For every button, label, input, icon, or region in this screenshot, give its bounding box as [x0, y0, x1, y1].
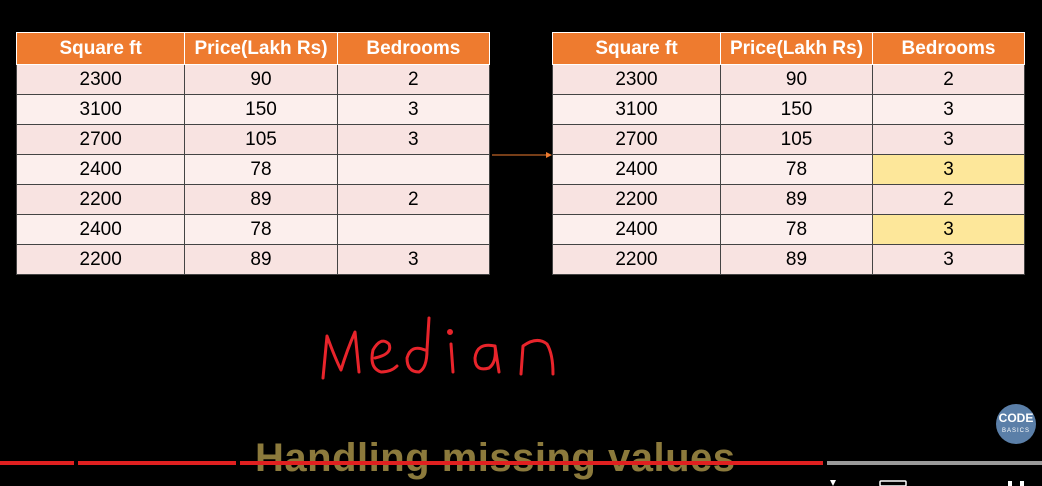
cell-bedrooms-missing [336, 214, 491, 245]
cell-square-ft: 2200 [15, 184, 186, 215]
table-row: 2300 90 2 [15, 64, 491, 95]
control-icon[interactable] [830, 480, 836, 486]
cell-square-ft: 2400 [15, 154, 186, 185]
cell-price: 78 [720, 214, 873, 245]
cell-square-ft: 3100 [15, 94, 186, 125]
table-row: 3100 150 3 [15, 94, 491, 125]
logo-text-line1: CODE [998, 411, 1034, 425]
table-row: 2700 105 3 [15, 124, 491, 155]
cell-bedrooms: 3 [872, 244, 1025, 275]
cell-bedrooms: 2 [336, 184, 491, 215]
cell-price: 150 [720, 94, 873, 125]
header-price: Price(Lakh Rs) [184, 32, 338, 65]
table-row: 2200 89 3 [15, 244, 491, 275]
cell-price: 89 [720, 184, 873, 215]
table-row: 2400 78 3 [552, 214, 1025, 245]
cell-bedrooms-missing [336, 154, 491, 185]
progress-remaining-segment [827, 461, 1042, 465]
fullscreen-icon[interactable] [1008, 481, 1012, 486]
cell-price: 78 [184, 154, 338, 185]
cell-square-ft: 2700 [15, 124, 186, 155]
cell-square-ft: 2300 [15, 64, 186, 95]
cell-price: 89 [184, 184, 338, 215]
cell-bedrooms: 3 [336, 244, 491, 275]
header-square-ft: Square ft [15, 32, 186, 65]
table-row: 2700 105 3 [552, 124, 1025, 155]
cell-price: 89 [184, 244, 338, 275]
table-header-row: Square ft Price(Lakh Rs) Bedrooms [15, 32, 491, 65]
cell-bedrooms: 2 [872, 64, 1025, 95]
cell-price: 105 [184, 124, 338, 155]
progress-played-segment [0, 461, 74, 465]
original-data-table: Square ft Price(Lakh Rs) Bedrooms 2300 9… [15, 32, 491, 275]
header-bedrooms: Bedrooms [872, 32, 1025, 65]
table-row: 2200 89 2 [552, 184, 1025, 215]
header-price: Price(Lakh Rs) [720, 32, 873, 65]
cell-square-ft: 2200 [552, 184, 721, 215]
cell-price: 90 [184, 64, 338, 95]
slide-title: Handling missing values [255, 436, 736, 480]
table-row: 2200 89 2 [15, 184, 491, 215]
table-row: 3100 150 3 [552, 94, 1025, 125]
table-row: 2400 78 [15, 214, 491, 245]
cell-price: 78 [720, 154, 873, 185]
fullscreen-icon[interactable] [1020, 481, 1024, 486]
cell-price: 78 [184, 214, 338, 245]
player-controls [830, 480, 1024, 486]
progress-played-segment [240, 461, 823, 465]
header-square-ft: Square ft [552, 32, 721, 65]
table-row: 2300 90 2 [552, 64, 1025, 95]
table-row: 2400 78 3 [552, 154, 1025, 185]
cell-bedrooms: 2 [872, 184, 1025, 215]
handwritten-median-annotation [321, 316, 555, 380]
cell-square-ft: 2400 [552, 214, 721, 245]
video-progress-bar[interactable] [0, 461, 1042, 467]
table-header-row: Square ft Price(Lakh Rs) Bedrooms [552, 32, 1025, 65]
cell-square-ft: 2700 [552, 124, 721, 155]
cell-square-ft: 2400 [15, 214, 186, 245]
cell-square-ft: 2200 [552, 244, 721, 275]
cell-bedrooms: 3 [872, 124, 1025, 155]
arrow-right-icon [492, 152, 552, 158]
logo-text-line2: BASICS [1001, 428, 1030, 434]
table-row: 2400 78 [15, 154, 491, 185]
cell-bedrooms-filled: 3 [872, 214, 1025, 245]
cell-bedrooms: 3 [872, 94, 1025, 125]
cell-square-ft: 2400 [552, 154, 721, 185]
header-bedrooms: Bedrooms [336, 32, 491, 65]
cell-square-ft: 2200 [15, 244, 186, 275]
cell-square-ft: 3100 [552, 94, 721, 125]
cell-price: 90 [720, 64, 873, 95]
filled-data-table: Square ft Price(Lakh Rs) Bedrooms 2300 9… [552, 32, 1025, 275]
cell-bedrooms-filled: 3 [872, 154, 1025, 185]
cell-price: 105 [720, 124, 873, 155]
cell-square-ft: 2300 [552, 64, 721, 95]
cell-bedrooms: 3 [336, 94, 491, 125]
code-basics-logo: CODE BASICS [996, 404, 1036, 444]
cell-price: 89 [720, 244, 873, 275]
progress-played-segment [78, 461, 236, 465]
table-row: 2200 89 3 [552, 244, 1025, 275]
cell-bedrooms: 3 [336, 124, 491, 155]
cell-price: 150 [184, 94, 338, 125]
cell-bedrooms: 2 [336, 64, 491, 95]
subtitles-icon[interactable] [879, 480, 907, 486]
